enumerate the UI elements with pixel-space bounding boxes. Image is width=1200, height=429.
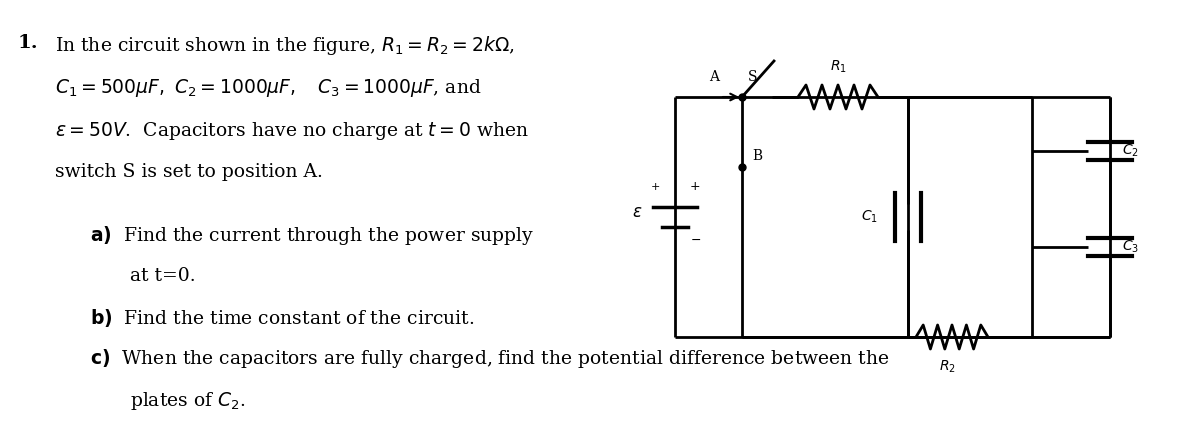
Text: +: +: [650, 182, 660, 192]
Text: S: S: [748, 70, 757, 84]
Text: $\varepsilon$: $\varepsilon$: [631, 203, 642, 221]
Text: $C_1$: $C_1$: [862, 209, 878, 225]
Text: $-$: $-$: [690, 233, 701, 245]
Text: +: +: [690, 181, 701, 193]
Text: $R_2$: $R_2$: [938, 359, 955, 375]
Text: $C_3$: $C_3$: [1122, 239, 1139, 255]
Text: at t=0.: at t=0.: [130, 267, 196, 285]
Text: $\mathbf{b)}$  Find the time constant of the circuit.: $\mathbf{b)}$ Find the time constant of …: [90, 307, 474, 329]
Text: plates of $C_2$.: plates of $C_2$.: [130, 390, 246, 412]
Text: $C_1 = 500\mu F,\ C_2 = 1000\mu F,\quad C_3 = 1000\mu F$, and: $C_1 = 500\mu F,\ C_2 = 1000\mu F,\quad …: [55, 77, 481, 99]
Text: $\mathbf{a)}$  Find the current through the power supply: $\mathbf{a)}$ Find the current through t…: [90, 224, 534, 247]
Text: $R_1$: $R_1$: [829, 59, 846, 75]
Text: switch S is set to position A.: switch S is set to position A.: [55, 163, 323, 181]
Text: $C_2$: $C_2$: [1122, 143, 1139, 159]
Text: In the circuit shown in the figure, $R_1 = R_2 = 2k\Omega$,: In the circuit shown in the figure, $R_1…: [55, 34, 515, 57]
Text: 1.: 1.: [18, 34, 38, 52]
Text: B: B: [752, 149, 762, 163]
Text: A: A: [709, 70, 719, 84]
Text: $\varepsilon = 50V$.  Capacitors have no charge at $t{=}0$ when: $\varepsilon = 50V$. Capacitors have no …: [55, 120, 529, 142]
Text: $\mathbf{c)}$  When the capacitors are fully charged, find the potential differe: $\mathbf{c)}$ When the capacitors are fu…: [90, 347, 889, 370]
